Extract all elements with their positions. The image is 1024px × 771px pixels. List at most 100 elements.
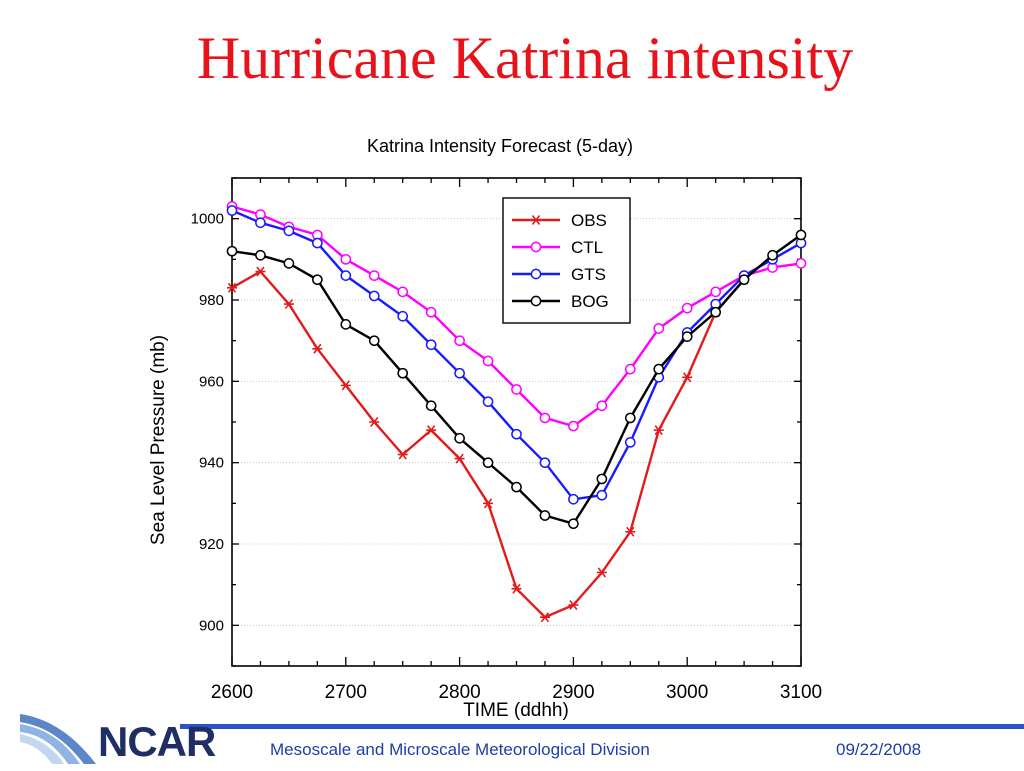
y-tick-label: 900 bbox=[199, 617, 224, 634]
footer-date: 09/22/2008 bbox=[836, 740, 922, 759]
data-point-gts bbox=[511, 428, 522, 440]
data-point-gts bbox=[454, 367, 465, 379]
legend: OBS CTL GTS BOG bbox=[502, 197, 631, 324]
data-point-bog bbox=[624, 412, 636, 424]
star-marker-stroke bbox=[540, 612, 550, 623]
data-point-obs bbox=[511, 583, 522, 594]
legend-label-bog: BOG bbox=[571, 292, 609, 311]
data-point-bog bbox=[482, 457, 494, 469]
axis-ticks: 900 920 940 960 980 1000 2600 2700 2800 2900 3000 3… bbox=[191, 177, 822, 703]
star-marker-stroke bbox=[597, 567, 606, 578]
data-point-bog bbox=[226, 245, 238, 257]
data-point-gts bbox=[539, 457, 551, 469]
series-ctl bbox=[226, 201, 807, 432]
data-point-bog bbox=[738, 274, 750, 286]
data-point-bog bbox=[340, 319, 352, 330]
data-point-gts bbox=[568, 493, 579, 505]
x-axis-label: TIME (ddhh) bbox=[463, 700, 569, 720]
data-point-gts bbox=[283, 225, 295, 237]
data-point-gts bbox=[312, 237, 323, 249]
data-point-ctl bbox=[425, 306, 437, 318]
line-chart: Katrina Intensity Forecast (5-day) Sea L… bbox=[148, 136, 822, 720]
ncar-logo: NCAR bbox=[18, 708, 216, 766]
data-point-ctl bbox=[340, 253, 352, 265]
legend-marker-obs bbox=[531, 215, 541, 225]
data-point-gts bbox=[425, 339, 437, 351]
data-point-ctl bbox=[653, 323, 665, 334]
data-point-obs bbox=[397, 449, 408, 460]
y-axis-label: Sea Level Pressure (mb) bbox=[148, 335, 169, 545]
data-point-bog bbox=[312, 274, 323, 286]
data-point-bog bbox=[255, 249, 266, 261]
data-point-bog bbox=[795, 229, 807, 241]
footer-organization: Mesoscale and Microscale Meteorological … bbox=[270, 740, 650, 759]
x-tick-label: 2900 bbox=[552, 682, 594, 703]
data-point-gts bbox=[340, 270, 352, 281]
data-point-obs bbox=[653, 425, 664, 436]
grid-lines bbox=[232, 218, 801, 626]
data-point-bog bbox=[596, 473, 608, 485]
data-point-obs bbox=[312, 343, 323, 354]
slide-title: Hurricane Katrina intensity bbox=[196, 25, 854, 91]
x-tick-label: 2600 bbox=[211, 682, 253, 703]
data-point-ctl bbox=[539, 412, 551, 424]
y-tick-label: 980 bbox=[199, 292, 224, 309]
data-point-ctl bbox=[624, 363, 636, 375]
data-point-obs bbox=[227, 282, 237, 293]
data-point-obs bbox=[682, 372, 693, 383]
logo-wordmark: NCAR bbox=[98, 718, 216, 765]
data-point-ctl bbox=[568, 420, 579, 432]
series-bog bbox=[226, 229, 807, 530]
data-point-ctl bbox=[681, 302, 693, 314]
data-point-bog bbox=[454, 432, 465, 444]
x-tick-label: 2700 bbox=[325, 682, 367, 703]
legend-label-gts: GTS bbox=[571, 265, 606, 284]
data-point-bog bbox=[368, 335, 380, 347]
data-point-obs bbox=[454, 453, 465, 464]
data-point-ctl bbox=[482, 355, 494, 367]
y-tick-label: 940 bbox=[199, 455, 224, 472]
ncar-swoosh-icon bbox=[20, 714, 96, 764]
data-point-gts bbox=[397, 310, 409, 322]
series-layer bbox=[226, 201, 807, 623]
data-point-bog bbox=[681, 331, 693, 342]
x-tick-label: 3100 bbox=[780, 682, 822, 703]
data-point-bog bbox=[539, 510, 551, 521]
data-point-bog bbox=[511, 481, 522, 493]
data-point-ctl bbox=[368, 270, 380, 281]
data-point-obs bbox=[539, 612, 550, 623]
star-marker-stroke bbox=[531, 215, 541, 225]
y-tick-label: 920 bbox=[199, 536, 224, 553]
data-point-gts bbox=[226, 205, 238, 216]
legend-entry-gts: GTS bbox=[512, 265, 606, 284]
data-point-bog bbox=[653, 363, 665, 375]
legend-label-ctl: CTL bbox=[571, 238, 603, 257]
data-point-obs bbox=[340, 380, 351, 391]
data-point-ctl bbox=[454, 335, 465, 347]
star-marker-stroke bbox=[483, 498, 493, 509]
star-marker-stroke bbox=[512, 583, 521, 594]
x-tick-label: 2800 bbox=[438, 682, 480, 703]
data-point-obs bbox=[596, 567, 607, 578]
data-point-gts bbox=[255, 217, 266, 229]
star-marker-stroke bbox=[256, 266, 265, 277]
star-marker-stroke bbox=[569, 600, 578, 610]
y-tick-label: 960 bbox=[199, 373, 224, 390]
data-point-obs bbox=[369, 417, 380, 427]
data-point-gts bbox=[624, 436, 636, 448]
chart-title: Katrina Intensity Forecast (5-day) bbox=[367, 136, 633, 156]
star-marker-stroke bbox=[227, 282, 237, 293]
y-tick-label: 1000 bbox=[191, 211, 224, 228]
star-marker-stroke bbox=[683, 372, 692, 383]
data-point-obs bbox=[426, 425, 437, 436]
data-point-bog bbox=[283, 258, 295, 269]
data-point-ctl bbox=[710, 286, 722, 298]
data-point-bog bbox=[425, 400, 437, 412]
data-point-gts bbox=[596, 489, 608, 501]
data-point-obs bbox=[568, 600, 579, 610]
star-marker-stroke bbox=[370, 417, 379, 427]
data-point-obs bbox=[625, 526, 636, 537]
legend-entry-bog: BOG bbox=[512, 292, 609, 311]
data-point-obs bbox=[283, 299, 294, 310]
data-point-obs bbox=[255, 266, 266, 277]
